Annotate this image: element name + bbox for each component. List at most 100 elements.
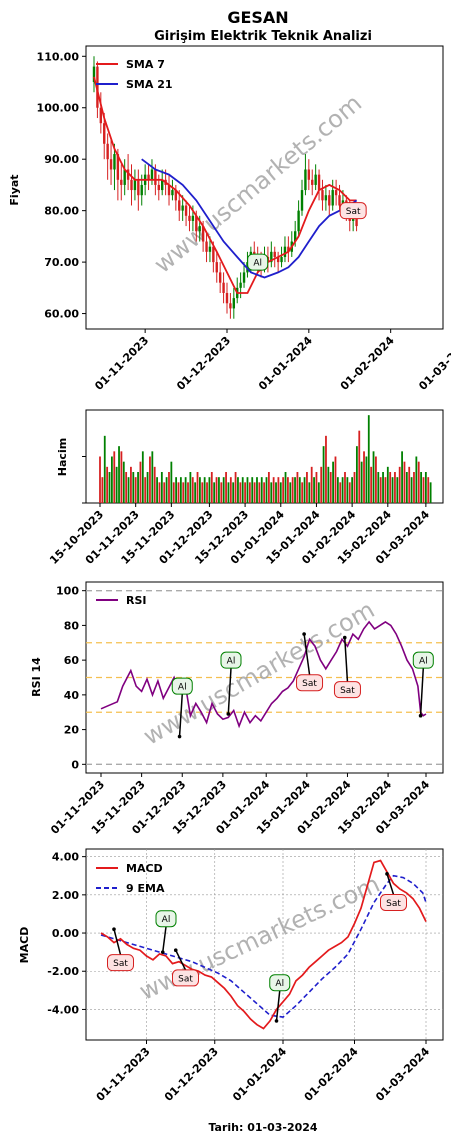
volume-bar (213, 482, 216, 503)
sell-signal-box (172, 969, 199, 987)
candle-body (273, 251, 276, 257)
volume-bar (322, 446, 325, 503)
volume-bar (420, 472, 423, 503)
candle-body (287, 246, 290, 252)
candle-body (161, 179, 164, 191)
y-tick-label: -2.00 (47, 965, 79, 978)
volume-bar (189, 472, 192, 503)
volume-bar (146, 472, 149, 503)
candle-body (304, 169, 307, 191)
plot-frame (85, 848, 444, 1041)
candle-body (201, 226, 205, 242)
candle-body (242, 272, 246, 283)
candle-body (314, 174, 317, 185)
volume-bar (279, 482, 282, 503)
volume-bar (263, 482, 266, 503)
macd-line (100, 859, 427, 1030)
buy-signal-box (412, 651, 434, 669)
y-tick-label: -4.00 (47, 1003, 79, 1016)
volume-bar (151, 451, 154, 503)
signal-arrow (162, 926, 167, 953)
volume-bar (310, 466, 313, 503)
candle-body (184, 205, 188, 216)
sell-signal-label: Sat (178, 974, 193, 984)
candle-body (338, 195, 341, 206)
volume-bar (258, 482, 261, 503)
volume-bar (403, 461, 406, 503)
candle-body (140, 184, 143, 196)
y-axis-label: MACD (18, 927, 31, 964)
signal-arrow-head (302, 632, 306, 636)
volume-bar (265, 477, 268, 503)
candle-body (157, 184, 160, 191)
buy-signal-label: Al (275, 979, 284, 989)
volume-bar (355, 446, 358, 503)
y-tick-label: 70.00 (44, 256, 79, 269)
signal-arrow-head (177, 734, 182, 739)
volume-panel: 15-10-202301-11-202315-11-202301-12-2023… (47, 409, 444, 567)
candle-body (239, 282, 242, 288)
volume-bar (272, 477, 275, 503)
y-tick-label: 40 (64, 689, 80, 702)
buy-signal-box (155, 910, 177, 928)
volume-bar (199, 477, 201, 503)
volume-bar (277, 477, 280, 503)
candle-body (321, 190, 324, 201)
volume-bar (118, 446, 120, 503)
candle-body (280, 256, 283, 263)
volume-bar (429, 482, 432, 503)
volume-bar (294, 477, 296, 503)
y-tick-label: 80 (64, 619, 80, 632)
signal-arrow (303, 633, 311, 675)
signal-arrow-head (418, 713, 423, 718)
candle-body (218, 272, 222, 283)
volume-bar (346, 477, 349, 503)
y-tick-label: 60.00 (44, 308, 79, 321)
volume-bar (196, 472, 199, 503)
signal-arrow-head (160, 950, 165, 954)
signal-arrow (175, 949, 187, 971)
volume-bar (101, 477, 104, 503)
volume-bar (153, 466, 156, 503)
candle-body (324, 195, 328, 201)
x-tick-label: 01-03-2024 (373, 1045, 432, 1104)
x-tick-label: 01-11-2023 (94, 1045, 153, 1104)
candle-body (116, 154, 120, 180)
volume-bar (396, 477, 399, 503)
candle-body (355, 215, 358, 227)
candle-body (120, 179, 123, 185)
volume-bar (172, 482, 175, 503)
volume-bar (336, 477, 339, 503)
signal-arrow (419, 668, 425, 716)
volume-bar (191, 477, 194, 503)
volume-bar (389, 472, 392, 503)
sell-signal-box (107, 954, 134, 972)
volume-bar (182, 482, 185, 503)
volume-bar (382, 472, 384, 503)
volume-bar (149, 456, 151, 503)
x-tick-label: 01-01-2024 (256, 334, 315, 393)
volume-bar (168, 472, 170, 503)
x-tick-label: 01-01-2024 (230, 1045, 289, 1104)
volume-bar (139, 461, 142, 503)
y-tick-label: 90.00 (44, 153, 79, 166)
volume-bar (301, 482, 304, 503)
candle-body (297, 210, 300, 232)
candle-body (181, 205, 184, 211)
date-footer: Tarih: 01-03-2024 (208, 1121, 317, 1134)
candle-body (92, 66, 96, 83)
legend-label: MACD (126, 862, 163, 875)
candle-body (276, 256, 280, 263)
volume-bar (234, 472, 237, 503)
volume-bar (163, 482, 166, 503)
x-tick-label: 01-02-2024 (302, 1045, 361, 1104)
buy-signal-box (247, 253, 269, 271)
candle-body (198, 226, 201, 232)
volume-bar (377, 472, 380, 503)
buy-signal-label: Al (253, 259, 262, 269)
volume-bar (353, 472, 356, 503)
volume-bar (339, 482, 342, 503)
x-tick-label: 01-12-2023 (162, 1045, 221, 1104)
candle-body (212, 246, 215, 263)
volume-bar (113, 451, 116, 503)
